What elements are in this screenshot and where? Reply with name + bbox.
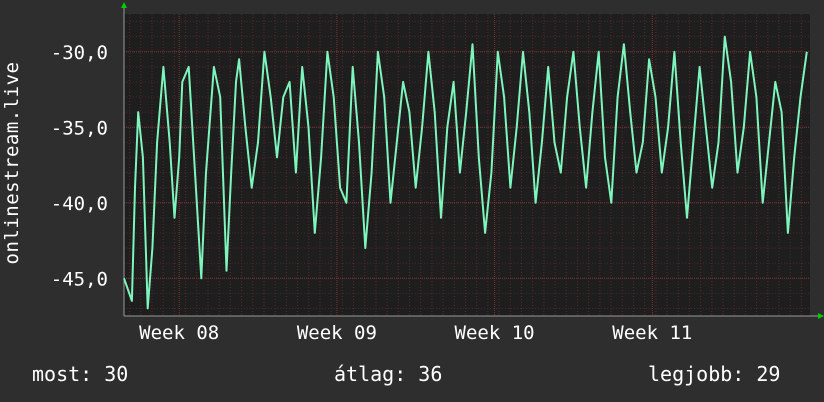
y-tick-label: -45,0 (51, 268, 108, 290)
x-tick-label: Week 09 (297, 322, 377, 344)
y-tick-label: -35,0 (51, 117, 108, 139)
x-axis-arrow (818, 313, 824, 319)
y-axis-arrow (121, 2, 127, 8)
x-tick-label: Week 10 (455, 322, 535, 344)
x-tick-label: Week 11 (612, 322, 692, 344)
y-axis-label: onlinestream.live (1, 61, 23, 265)
stat-current: most: 30 (32, 362, 129, 386)
stat-best: legjobb: 29 (648, 362, 781, 386)
series-line (123, 35, 808, 310)
y-tick-label: -30,0 (51, 42, 108, 64)
x-tick-label: Week 08 (139, 322, 219, 344)
stat-average: átlag: 36 (334, 362, 443, 386)
y-tick-label: -40,0 (51, 193, 108, 215)
